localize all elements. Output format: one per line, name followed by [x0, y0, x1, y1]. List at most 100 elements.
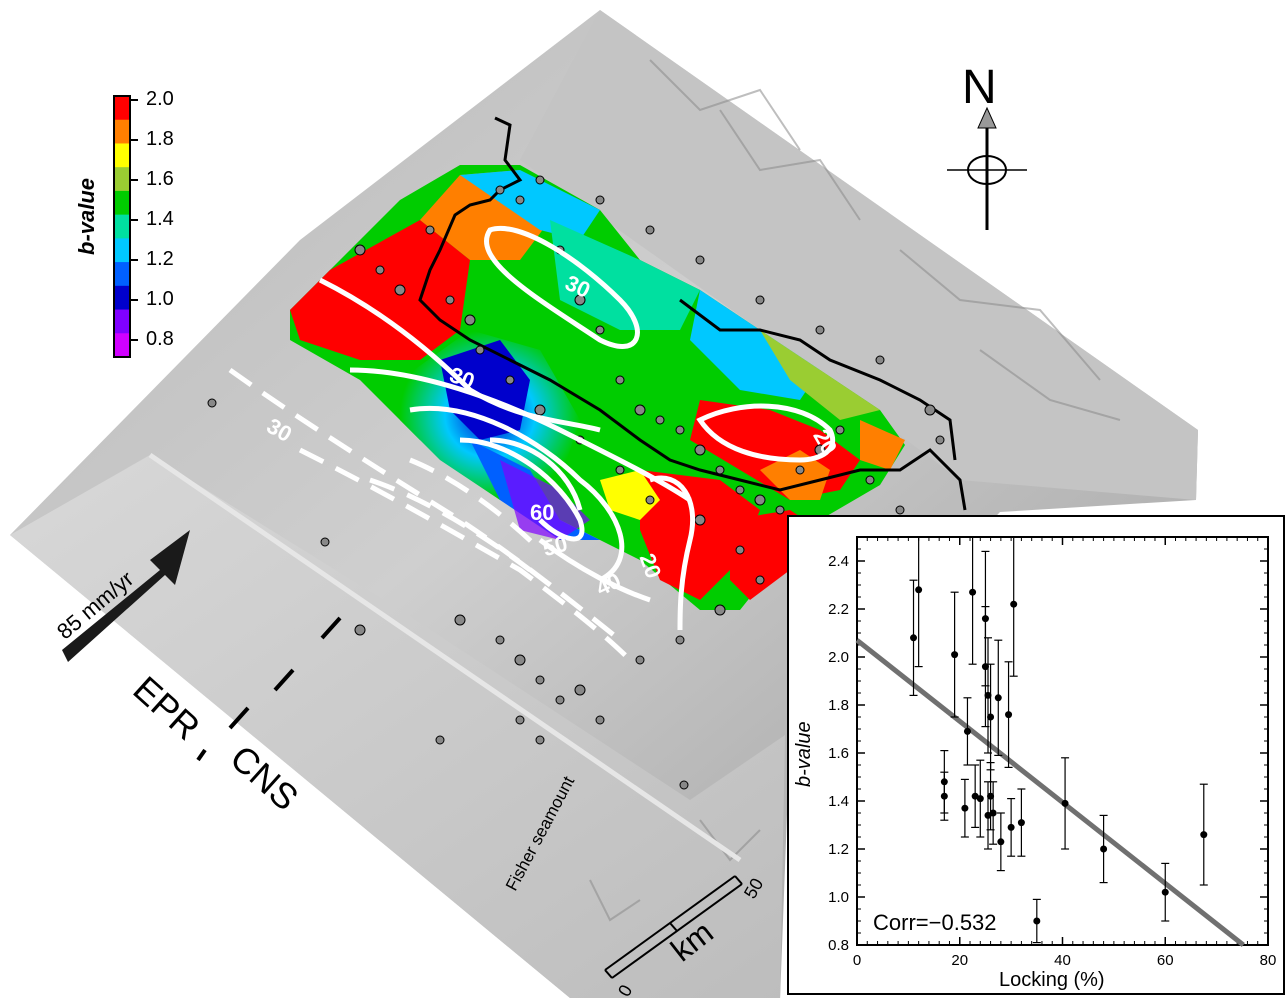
plate-motion-arrow: [62, 530, 190, 662]
data-point: [914, 537, 923, 668]
point-marker: [1200, 831, 1208, 839]
colorbar-swatch: [114, 119, 130, 144]
colorbar-tick-label: 0.8: [146, 328, 174, 350]
y-axis-label: b-value: [793, 721, 816, 787]
data-point: [950, 591, 959, 718]
point-marker: [1007, 823, 1015, 831]
point-marker: [951, 651, 959, 659]
scale-bar: [604, 875, 743, 979]
locking-vs-bvalue-chart: 0 20 40 60 80 0.8 1.0 1.2 1.4 1.6 1.8 2.0 2.2 2.4 Cor…: [787, 515, 1285, 995]
data-point: [1199, 783, 1208, 886]
ocean-floor: [10, 455, 785, 998]
colorbar-swatch: [114, 285, 130, 311]
point-marker: [910, 634, 918, 642]
colorbar-swatch: [114, 262, 130, 287]
data-point: [909, 579, 918, 696]
point-marker: [987, 792, 995, 800]
data-point: [1161, 862, 1170, 922]
colorbar-label: b-value: [74, 177, 99, 255]
colorbar-swatch: [114, 238, 130, 263]
colorbar-tick-label: 1.2: [146, 248, 174, 270]
data-point: [963, 697, 972, 766]
y-tick-label: 1.4: [828, 793, 849, 810]
data-point: [1009, 537, 1018, 677]
y-tick-label: 1.2: [828, 841, 849, 858]
x-tick-label: 20: [951, 952, 968, 969]
y-tick-label: 1.8: [828, 697, 849, 714]
dashed-contours: [228, 367, 632, 662]
earthquake-epicenters: [207, 175, 945, 790]
x-tick-label: 0: [853, 952, 861, 969]
point-marker: [1010, 600, 1018, 608]
regression-line: [855, 638, 1245, 947]
point-marker: [989, 809, 997, 817]
x-tick-label: 60: [1157, 952, 1174, 969]
colorbar-tick-label: 1.0: [146, 288, 174, 310]
y-tick-label: 1.6: [828, 745, 849, 762]
colorbar: [113, 95, 138, 358]
point-marker: [994, 694, 1002, 702]
colorbar-frame: [113, 95, 131, 358]
data-point: [1004, 661, 1013, 768]
data-point: [960, 778, 969, 838]
data-point: [940, 771, 949, 821]
y-tick-label: 2.0: [828, 649, 849, 666]
point-marker: [961, 804, 969, 812]
x-tick-label: 40: [1054, 952, 1071, 969]
colorbar-swatch: [114, 214, 130, 239]
colorbar-swatch: [114, 333, 130, 358]
b-value-raster: [290, 165, 905, 610]
coastline: [418, 116, 967, 511]
border-line: [679, 298, 957, 461]
point-marker: [981, 663, 989, 671]
point-marker: [1100, 845, 1108, 853]
point-marker: [915, 586, 923, 594]
point-marker: [984, 691, 992, 699]
terrain-ridges: [589, 59, 1121, 922]
point-marker: [1005, 711, 1013, 719]
data-point: [994, 639, 1003, 756]
y-tick-label: 2.2: [828, 601, 849, 618]
colorbar-tick-label: 1.4: [146, 208, 174, 230]
locking-contours: [318, 226, 836, 631]
colorbar-tick-label: 1.6: [146, 168, 174, 190]
colorbar-tick-label: 2.0: [146, 88, 174, 110]
boundary-ticks: [196, 616, 342, 762]
data-point: [1099, 814, 1108, 884]
point-marker: [1161, 888, 1169, 896]
point-marker: [963, 727, 971, 735]
data-point: [1007, 798, 1016, 857]
x-axis-label: Locking (%): [999, 969, 1105, 991]
y-tick-label: 1.0: [828, 889, 849, 906]
data-point: [1032, 898, 1041, 944]
point-marker: [1061, 799, 1069, 807]
data-point: [986, 663, 995, 771]
compass-icon: [947, 106, 1027, 230]
data-point: [986, 762, 995, 831]
data-point: [1061, 757, 1070, 850]
trench-line: [148, 452, 742, 863]
data-point: [984, 637, 993, 754]
north-label: N: [962, 61, 997, 114]
colorbar-swatch: [114, 167, 130, 192]
y-tick-label: 2.4: [828, 553, 849, 570]
data-point: [996, 812, 1005, 872]
point-marker: [987, 713, 995, 721]
point-marker: [1033, 917, 1041, 925]
colorbar-swatch: [114, 309, 130, 334]
y-axis-label-text: b-value: [793, 721, 815, 787]
colorbar-swatch: [114, 143, 130, 168]
land-area: [520, 10, 1198, 500]
point-marker: [940, 792, 948, 800]
data-point: [1017, 788, 1026, 857]
scatter-plot-svg: 0 20 40 60 80 0.8 1.0 1.2 1.4 1.6 1.8 2.0 2.2 2.4: [828, 536, 1276, 969]
data-point: [976, 759, 985, 838]
point-marker: [1017, 819, 1025, 827]
contour-label: 60: [530, 500, 555, 525]
point-marker: [997, 838, 1005, 846]
colorbar-swatch: [114, 96, 130, 121]
data-point: [989, 781, 998, 845]
chart-annotation: Corr=−0.532: [873, 910, 997, 935]
point-marker: [976, 795, 984, 803]
